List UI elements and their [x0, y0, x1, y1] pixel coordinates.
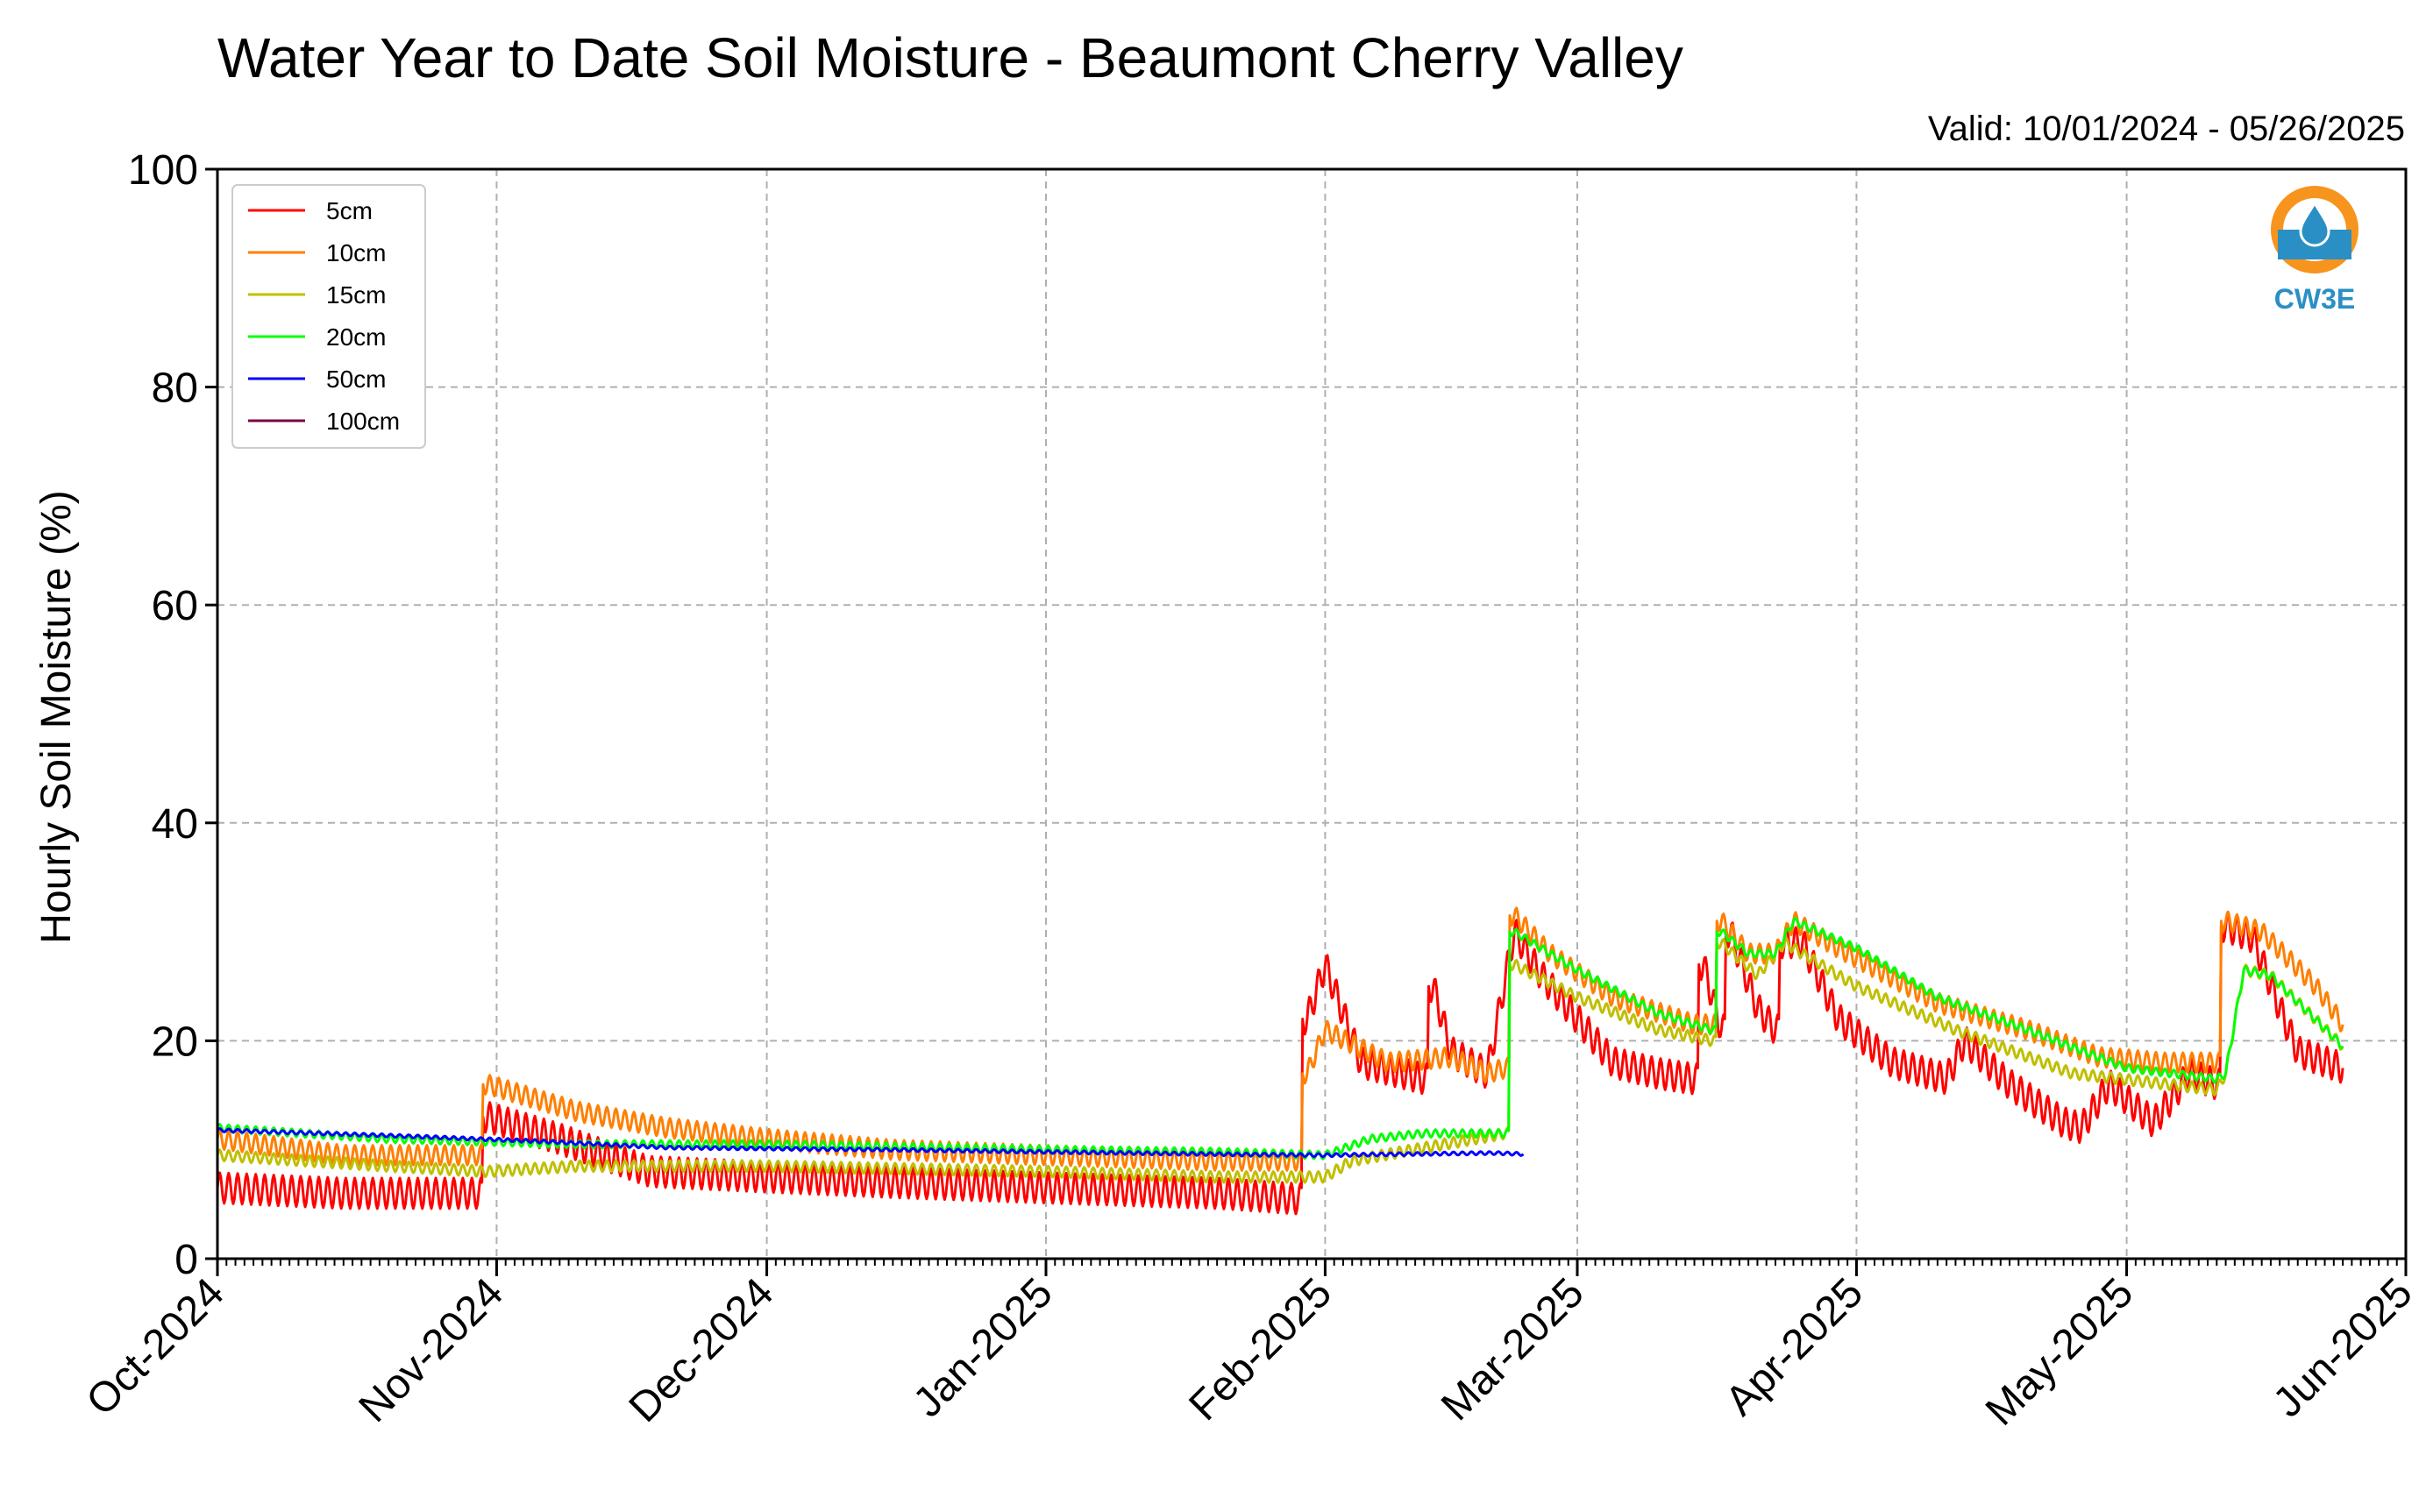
x-tick-label: Apr-2025: [1717, 1269, 1872, 1424]
x-tick-label: Feb-2025: [1180, 1269, 1341, 1430]
series-line-10cm: [216, 906, 2344, 1172]
legend-label: 100cm: [326, 408, 400, 435]
plot-frame: [216, 167, 2408, 1260]
chart-title: Water Year to Date Soil Moisture - Beaum…: [217, 26, 1683, 89]
x-tick-label: Jan-2025: [905, 1269, 1062, 1426]
valid-date-range: Valid: 10/01/2024 - 05/26/2025: [1928, 110, 2405, 148]
logo-text: CW3E: [2274, 283, 2355, 315]
y-axis-label: Hourly Soil Moisture (%): [33, 490, 80, 943]
grid: [217, 169, 2406, 1259]
series-lines: [216, 906, 2344, 1216]
y-tick-label: 80: [152, 366, 198, 412]
y-tick-label: 0: [174, 1237, 198, 1283]
series-line-50cm: [216, 1127, 1525, 1159]
legend-label: 50cm: [326, 366, 386, 393]
legend-label: 10cm: [326, 239, 386, 266]
y-tick-label: 20: [152, 1019, 198, 1065]
x-tick-label: Jun-2025: [2265, 1269, 2422, 1426]
x-tick-label: Mar-2025: [1433, 1269, 1593, 1430]
legend-box: [231, 184, 426, 449]
legend-label: 5cm: [326, 197, 373, 224]
series-line-15cm: [216, 937, 2344, 1184]
water-drop-icon: [2299, 201, 2330, 247]
x-tick-label: Nov-2024: [351, 1269, 513, 1431]
y-tick-label: 100: [128, 147, 198, 194]
axes: 0 20 40 60 80 100 Oct-2024 Nov-2024 Dec-2024 Jan-…: [78, 147, 2422, 1435]
legend-label: 20cm: [326, 323, 386, 351]
legend-label: 15cm: [326, 281, 386, 309]
y-tick-label: 40: [152, 801, 198, 848]
series-line-5cm: [216, 911, 2344, 1216]
y-tick-label: 60: [152, 583, 198, 629]
x-tick-label: May-2025: [1977, 1269, 2142, 1434]
legend: 5cm 10cm 15cm 20cm 50cm 100cm: [231, 184, 426, 449]
x-tick-label: Oct-2024: [78, 1269, 233, 1424]
cw3e-logo: CW3E: [2271, 186, 2358, 315]
x-tick-label: Dec-2024: [621, 1269, 783, 1431]
